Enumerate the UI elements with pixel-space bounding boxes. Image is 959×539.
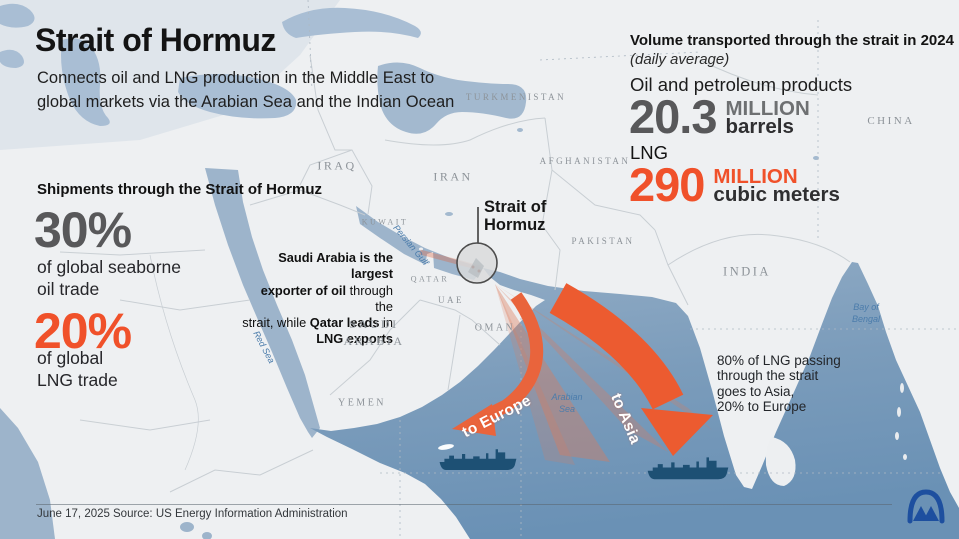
footer-source: Source: US Energy Information Administra… [113,508,348,520]
map-label-saudi-arabia: SAUDI ARABIA [343,317,405,348]
note-line1: Saudi Arabia is the largest [278,250,393,282]
flow-arrow-to-europe [452,292,544,436]
volume-oil-category: Oil and petroleum products [630,74,853,95]
volume-lng-stat: 290 MILLION cubic meters [629,161,840,208]
map-label-yemen: YEMEN [337,397,387,409]
graticule-lines [307,0,959,539]
stat-oil-trade-label: of global seaborne oil trade [37,257,181,299]
flow-arrow-to-asia [549,283,713,456]
caspian-sea [377,62,527,134]
volume-lng-category: LNG [630,142,669,163]
map-label-bay-of-bengal: Bay of Bengal [851,302,881,324]
map-label-turkmenistan: TURKMENISTAN [465,92,567,102]
volume-heading: Volume transported through the strait in… [630,32,954,49]
map-label-arabian-sea: Arabian Sea [551,392,583,414]
anadolu-agency-logo [907,489,945,524]
volume-lng-value: 290 [629,158,705,211]
map-label-iraq: IRAQ [317,158,357,173]
volume-oil-value: 20.3 [629,90,717,143]
strait-highlight [456,207,498,284]
shipments-heading: Shipments through the Strait of Hormuz [37,181,322,198]
island-socotra [438,444,454,450]
stat-oil-trade-share: 30% [34,202,132,258]
volume-oil-stat: 20.3 MILLION barrels [629,93,810,140]
volume-oil-unit-top: MILLION [725,97,810,120]
map-label-qatar: QATAR [410,274,450,284]
saudi-qatar-note: Saudi Arabia is the largest exporter of … [242,250,393,347]
map-label-pakistan: PAKISTAN [571,236,635,246]
map-label-china: CHINA [867,115,915,127]
map-label-afghanistan: AFGHANISTAN [539,156,631,166]
map-label-oman: OMAN [474,322,516,334]
stat-lng-trade-label: of global LNG trade [37,348,118,390]
volume-subheading: (daily average) [630,51,730,68]
red-sea [205,168,320,438]
footer-date: June 17, 2025 [37,508,110,520]
lng-destination-note: 80% of LNG passing through the strait go… [717,353,841,415]
map-label-uae: UAE [438,295,464,305]
country-borders [59,54,851,493]
volume-oil-unit-bottom: barrels [725,115,794,138]
persian-gulf [356,206,483,280]
logo-arch [907,489,945,524]
strait-callout-label: Strait of Hormuz [484,198,547,234]
map-label-india: INDIA [723,264,771,279]
islands [419,247,907,486]
footer-divider [36,504,892,505]
stat-lng-trade-share: 20% [34,303,132,359]
map-label-kuwait: KUWAIT [361,217,409,227]
volume-lng-unit-top: MILLION [713,165,798,188]
map-label-iran: IRAN [433,169,473,184]
page-title: Strait of Hormuz [35,22,276,58]
page-subtitle: Connects oil and LNG production in the M… [37,69,455,111]
volume-lng-unit-bottom: cubic meters [713,183,840,206]
